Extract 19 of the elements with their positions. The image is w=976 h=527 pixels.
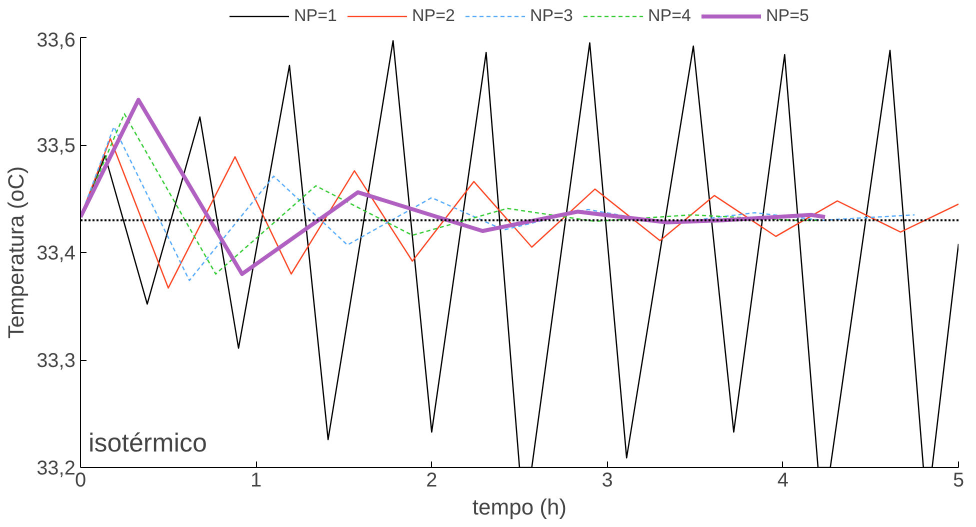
legend-label: NP=1 — [294, 6, 337, 26]
x-axis-title: tempo (h) — [472, 494, 567, 520]
y-tick-label: 33,6 — [36, 30, 76, 52]
legend-label: NP=4 — [648, 6, 691, 26]
x-tick-label: 5 — [952, 470, 964, 492]
x-tick-label: 3 — [602, 470, 613, 492]
annotation: isotérmico — [88, 428, 207, 458]
y-axis-title: Temperatura (oC) — [4, 166, 29, 339]
y-tick-label: 33,5 — [36, 135, 76, 157]
legend-label: NP=2 — [412, 6, 455, 26]
legend-label: NP=5 — [766, 6, 809, 26]
x-tick-label: 1 — [250, 470, 262, 492]
y-tick-label: 33,2 — [36, 458, 76, 480]
y-tick-label: 33,3 — [36, 350, 76, 372]
x-tick-label: 2 — [426, 470, 438, 492]
x-tick-label: 4 — [777, 470, 788, 492]
x-tick-label: 0 — [74, 470, 86, 492]
y-tick-label: 33,4 — [36, 242, 76, 264]
legend-label: NP=3 — [530, 6, 573, 26]
